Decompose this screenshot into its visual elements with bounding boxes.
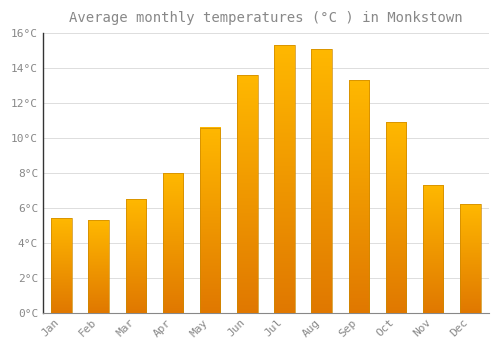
Title: Average monthly temperatures (°C ) in Monkstown: Average monthly temperatures (°C ) in Mo… [69,11,462,25]
Bar [88,220,109,313]
Bar [386,122,406,313]
Bar [126,199,146,313]
Bar [274,46,294,313]
Bar [200,127,220,313]
Bar [237,75,258,313]
Bar [312,49,332,313]
Bar [163,173,184,313]
Bar [423,185,444,313]
Bar [348,80,369,313]
Bar [52,218,72,313]
Bar [460,204,480,313]
